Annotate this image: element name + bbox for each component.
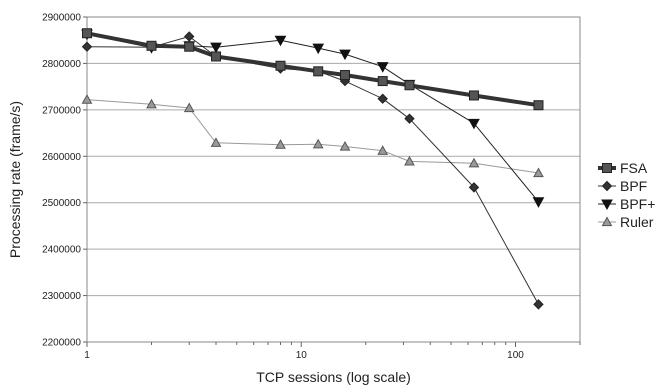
data-point-bpf-plus: [339, 49, 351, 61]
x-tick-label: 10: [296, 350, 308, 361]
legend-item-fsa: FSA: [598, 160, 648, 176]
series-group: [81, 28, 545, 310]
data-point-fsa: [146, 40, 157, 51]
data-point-ruler: [81, 94, 93, 104]
series-fsa: [82, 28, 544, 111]
data-point-ruler: [339, 141, 351, 151]
data-point-fsa: [377, 76, 388, 87]
data-point-bpf: [377, 93, 388, 104]
data-point-ruler: [377, 145, 389, 155]
x-tick-label: 100: [507, 350, 524, 361]
data-point-bpf-plus: [532, 197, 545, 208]
data-point-bpf-plus: [210, 42, 222, 54]
series-line-bpf-plus: [86, 33, 539, 203]
data-point-bpf: [184, 31, 195, 42]
data-point-ruler: [210, 137, 222, 147]
legend-label-bpf-plus: BPF+: [620, 196, 655, 212]
x-tick-label: 1: [84, 350, 90, 361]
y-tick-label: 2200000: [42, 338, 81, 349]
y-tick-label: 2600000: [42, 152, 81, 163]
y-tick-label: 2900000: [42, 13, 81, 24]
x-axis-label: TCP sessions (log scale): [256, 369, 411, 385]
legend: FSA BPF BPF+ Ruler: [598, 160, 655, 230]
data-point-bpf: [468, 182, 480, 193]
series-bpf: [81, 31, 544, 310]
data-point-ruler: [404, 155, 415, 166]
grid-lines: [87, 16, 580, 343]
data-point-fsa: [468, 90, 479, 101]
data-point-bpf-plus: [468, 118, 480, 130]
data-point-bpf-plus: [274, 35, 287, 47]
data-point-ruler: [468, 157, 480, 168]
legend-item-bpf-plus: BPF+: [598, 196, 655, 212]
plot-area: [86, 16, 581, 343]
data-point-fsa: [313, 66, 324, 77]
data-point-fsa: [82, 28, 92, 39]
y-axis-ticks: 2200000 2300000 2400000 2500000 2600000 27000…: [42, 13, 87, 349]
y-tick-label: 2500000: [42, 198, 81, 209]
y-tick-label: 2800000: [42, 59, 81, 70]
legend-label-bpf: BPF: [620, 178, 647, 194]
data-point-bpf: [533, 299, 544, 310]
legend-item-ruler: Ruler: [598, 214, 654, 230]
series-ruler: [81, 94, 544, 178]
legend-item-bpf: BPF: [598, 178, 647, 194]
data-point-ruler: [312, 138, 324, 149]
data-point-fsa: [339, 70, 350, 81]
legend-label-fsa: FSA: [620, 160, 648, 176]
x-axis-ticks: 1 10 100: [84, 342, 581, 361]
data-point-ruler: [146, 98, 157, 109]
y-axis-label: Processing rate (frame/s): [7, 101, 23, 258]
series-bpf-plus: [81, 29, 545, 208]
series-line-ruler: [86, 99, 539, 174]
legend-label-ruler: Ruler: [620, 214, 654, 230]
legend-marker-bpf-plus: [601, 199, 613, 211]
y-tick-label: 2400000: [42, 245, 81, 256]
data-point-ruler: [275, 139, 286, 149]
data-point-fsa: [275, 60, 286, 71]
y-tick-label: 2700000: [42, 105, 81, 116]
data-point-ruler: [183, 102, 195, 113]
data-point-bpf-plus: [312, 43, 325, 55]
data-point-bpf-plus: [376, 62, 389, 73]
data-point-bpf: [404, 113, 415, 124]
data-point-ruler: [533, 167, 544, 178]
legend-marker-ruler: [601, 216, 613, 227]
data-point-fsa: [533, 100, 544, 111]
y-tick-label: 2300000: [42, 291, 81, 302]
data-point-fsa: [404, 80, 415, 91]
data-point-bpf: [81, 41, 93, 52]
series-line-bpf: [86, 36, 539, 305]
data-point-fsa: [184, 41, 195, 52]
data-point-fsa: [210, 51, 221, 62]
legend-marker-fsa: [602, 163, 612, 173]
legend-marker-bpf: [601, 180, 613, 192]
